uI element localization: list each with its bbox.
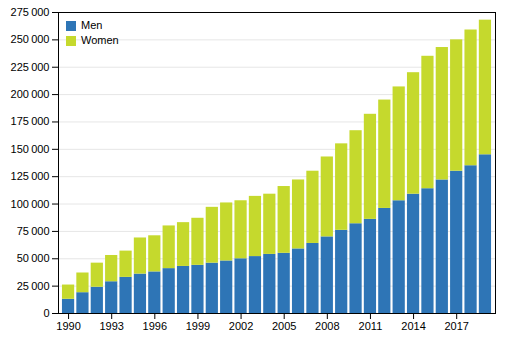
svg-text:0: 0 (43, 307, 49, 319)
html-text:Men: Men (81, 19, 103, 31)
svg-text:2014: 2014 (401, 320, 425, 332)
svg-text:50 000: 50 000 (17, 252, 50, 264)
svg-text:250 000: 250 000 (11, 33, 50, 45)
svg-text:75 000: 75 000 (17, 225, 50, 237)
svg-text:175 000: 175 000 (11, 115, 50, 127)
svg-text:2008: 2008 (315, 320, 339, 332)
svg-text:2011: 2011 (359, 320, 383, 332)
svg-text:2002: 2002 (229, 320, 253, 332)
svg-text:200 000: 200 000 (11, 88, 50, 100)
html-text:Women: Women (81, 34, 119, 46)
svg-text:1993: 1993 (99, 320, 123, 332)
svg-text:275 000: 275 000 (11, 6, 50, 18)
svg-text:1996: 1996 (143, 320, 167, 332)
svg-text:1999: 1999 (186, 320, 210, 332)
svg-text:2017: 2017 (444, 320, 468, 332)
svg-text:125 000: 125 000 (11, 170, 50, 182)
svg-text:225 000: 225 000 (11, 61, 50, 73)
svg-text:1990: 1990 (56, 320, 80, 332)
svg-text:2005: 2005 (272, 320, 296, 332)
svg-text:25 000: 25 000 (17, 280, 50, 292)
svg-text:150 000: 150 000 (11, 143, 50, 155)
svg-text:100 000: 100 000 (11, 198, 50, 210)
